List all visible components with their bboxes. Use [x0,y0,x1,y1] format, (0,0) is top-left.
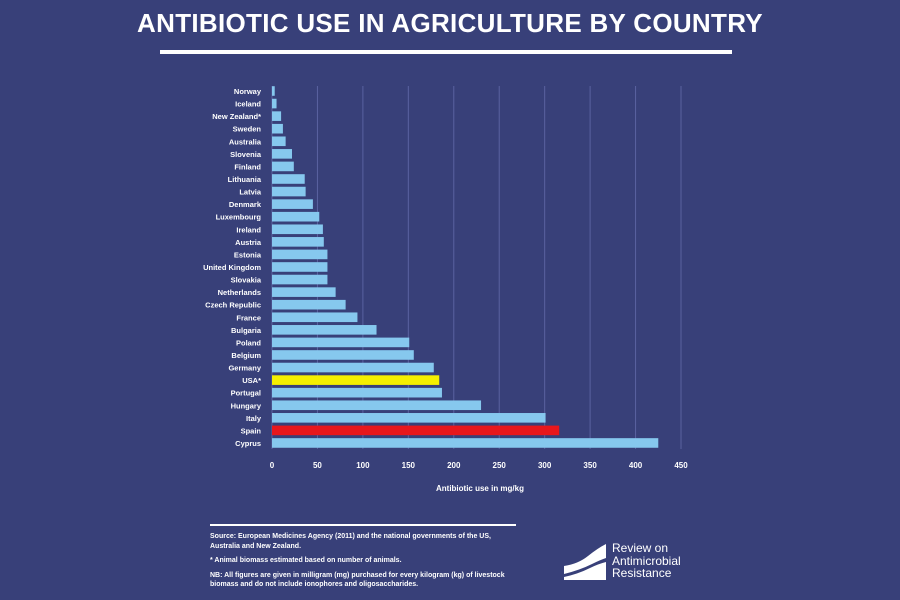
title-underline [160,50,732,54]
category-label: Cyprus [235,439,261,448]
bar [272,174,305,184]
category-label: Lithuania [228,175,262,184]
category-label: Spain [241,426,262,435]
category-label: Italy [246,414,262,423]
bar [272,111,282,121]
bar [272,362,434,373]
bar [272,387,442,398]
bar [272,400,482,411]
category-label: Iceland [235,100,261,109]
bar [272,312,358,323]
bar [272,425,560,436]
logo-line-3: Resistance [612,566,672,580]
review-logo: Review on Antimicrobial Resistance [564,542,714,582]
x-tick-label: 250 [493,461,507,470]
category-label: Norway [234,87,262,96]
footnote: * Animal biomass estimated based on numb… [210,557,402,564]
category-label: Germany [228,364,261,373]
category-label: Slovakia [231,276,262,285]
x-tick-label: 50 [313,461,322,470]
x-tick-label: 300 [538,461,552,470]
category-label: New Zealand* [212,112,261,121]
category-label: Austria [235,238,262,247]
bar [272,186,306,197]
source-divider [210,524,516,526]
bar [272,149,292,159]
bar [272,136,286,147]
logo-line-2: Antimicrobial [612,553,681,568]
bar [272,161,294,172]
category-label: Slovenia [230,150,262,159]
bar [272,413,546,423]
bar [272,86,275,96]
category-label: Netherlands [218,288,261,297]
bar [272,98,277,109]
bar [272,299,346,310]
bar [272,287,336,297]
x-tick-label: 450 [674,461,688,470]
x-axis-title: Antibiotic use in mg/kg [435,484,524,493]
bar [272,211,320,222]
category-label: Bulgaria [231,326,262,335]
category-label: Sweden [233,125,262,134]
x-tick-label: 150 [402,461,416,470]
category-label: Ireland [236,225,261,234]
bar [272,249,328,260]
category-label: Luxembourg [216,213,262,222]
x-tick-label: 200 [447,461,461,470]
category-label: Czech Republic [205,301,261,310]
category-label: Poland [236,338,261,347]
bar [272,123,283,134]
category-label: Latvia [239,188,262,197]
bar [272,224,323,235]
x-tick-label: 400 [629,461,643,470]
category-label: France [236,313,261,322]
bar [272,274,328,285]
category-label: Estonia [234,250,262,259]
category-label: Hungary [231,401,262,410]
notes-block: Source: European Medicines Agency (2011)… [210,532,520,595]
category-label: Australia [229,137,262,146]
bar [272,237,324,247]
logo-text: Review on Antimicrobial Resistance [612,542,681,580]
category-label: Portugal [231,389,261,398]
bar [272,337,410,348]
logo-icon [564,544,606,580]
category-label: USA* [242,376,261,385]
bar [272,325,377,335]
bar [272,375,440,385]
logo-line-1: Review on [612,541,669,555]
bar [272,350,414,360]
page-title: ANTIBIOTIC USE IN AGRICULTURE BY COUNTRY [137,8,763,38]
bar [272,199,313,209]
category-label: Finland [234,162,261,171]
x-tick-label: 100 [356,461,370,470]
nb-note: NB: All figures are given in milligram (… [210,571,505,589]
x-tick-label: 350 [583,461,597,470]
category-label: Belgium [231,351,261,360]
source-note: Source: European Medicines Agency (2011)… [210,533,491,550]
bar [272,438,659,448]
category-label: United Kingdom [203,263,261,272]
category-label: Denmark [229,200,262,209]
x-tick-label: 0 [270,461,275,470]
bar [272,262,328,272]
